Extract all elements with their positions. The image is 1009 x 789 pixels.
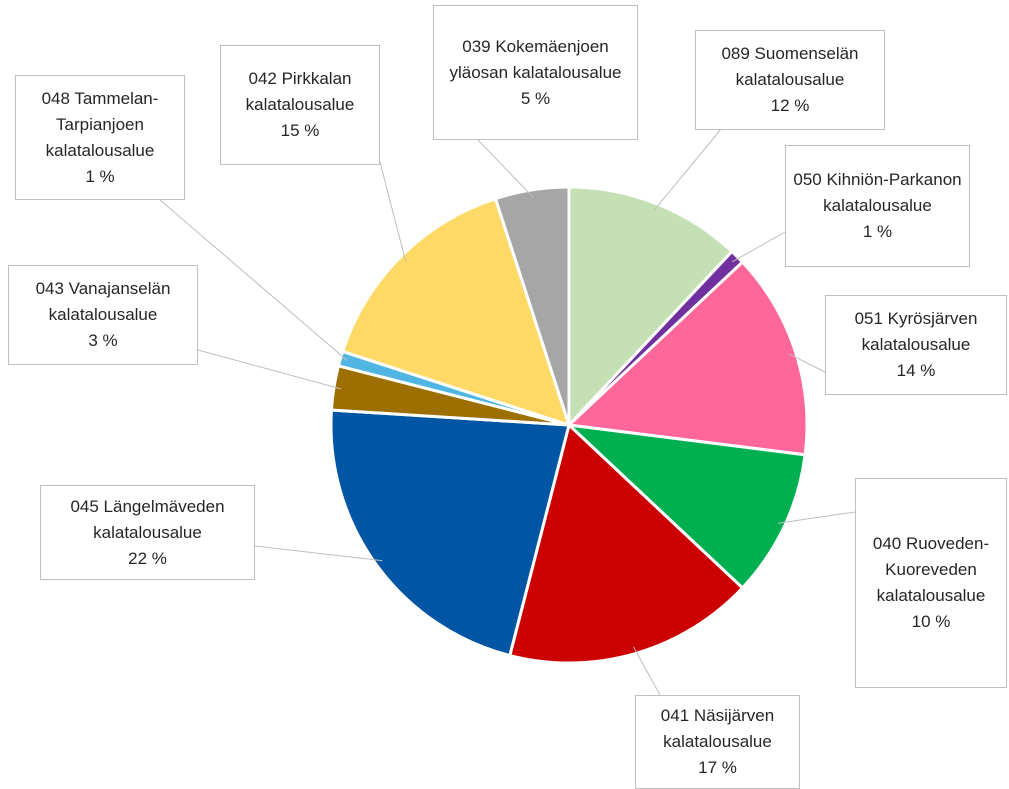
label-name: 051 Kyrösjärven kalatalousalue bbox=[854, 309, 978, 354]
pie-slice bbox=[564, 422, 807, 591]
label-name: 041 Näsijärven kalatalousalue bbox=[660, 706, 775, 751]
label-name: 045 Längelmäveden kalatalousalue bbox=[70, 496, 225, 542]
leader-line bbox=[379, 161, 407, 262]
label-value: 3 % bbox=[88, 331, 118, 350]
label-value: 10 % bbox=[911, 612, 951, 631]
label-name: 043 Vanajanselän kalatalousalue bbox=[35, 279, 171, 324]
data-label: 039 Kokemäenjoen yläosan kalatalousalue 5… bbox=[433, 5, 638, 140]
pie-slice bbox=[565, 259, 809, 457]
data-label: 051 Kyrösjärven kalatalousalue 14 % bbox=[825, 295, 1007, 395]
label-name: 039 Kokemäenjoen yläosan kalatalousalue bbox=[449, 36, 622, 82]
leader-line bbox=[159, 199, 348, 361]
pie-slice bbox=[507, 422, 745, 665]
label-value: 14 % bbox=[896, 361, 936, 380]
label-value: 1 % bbox=[862, 222, 893, 241]
leader-line bbox=[254, 545, 383, 562]
leader-line bbox=[731, 231, 786, 263]
label-value: 17 % bbox=[698, 758, 737, 777]
label-value: 15 % bbox=[280, 121, 320, 140]
data-label: 043 Vanajanselän kalatalousalue 3 % bbox=[8, 265, 198, 365]
leader-line bbox=[197, 349, 342, 390]
label-name: 042 Pirkkalan kalatalousalue bbox=[245, 69, 355, 114]
label-value: 1 % bbox=[85, 166, 115, 186]
leader-line bbox=[477, 139, 534, 198]
data-label: 045 Längelmäveden kalatalousalue 22 % bbox=[40, 485, 255, 580]
leader-line bbox=[632, 646, 661, 696]
data-label: 042 Pirkkalan kalatalousalue 15 % bbox=[220, 45, 380, 165]
leader-line bbox=[777, 511, 856, 524]
label-name: 040 Ruoveden-Kuoreveden kalatalousalue bbox=[872, 534, 990, 605]
label-value: 5 % bbox=[520, 88, 551, 108]
label-name: 050 Kihniön-Parkanon kalatalousalue bbox=[793, 170, 962, 215]
data-label: 050 Kihniön-Parkanon kalatalousalue 1 % bbox=[785, 145, 970, 267]
label-name: 089 Suomenselän kalatalousalue bbox=[721, 44, 859, 89]
leader-line bbox=[788, 353, 826, 373]
data-label: 040 Ruoveden-Kuoreveden kalatalousalue 10… bbox=[855, 478, 1007, 688]
pie-slice bbox=[567, 185, 735, 429]
leader-line bbox=[653, 127, 723, 211]
pie-slice bbox=[493, 185, 571, 426]
label-value: 12 % bbox=[770, 96, 810, 115]
data-label: 048 Tammelan-Tarpianjoen kalatalousalue 1… bbox=[15, 75, 185, 200]
data-label: 041 Näsijärven kalatalousalue 17 % bbox=[635, 695, 800, 789]
pie-slice bbox=[329, 408, 571, 658]
label-value: 22 % bbox=[128, 548, 167, 568]
data-label: 089 Suomenselän kalatalousalue 12 % bbox=[695, 30, 885, 130]
label-name: 048 Tammelan-Tarpianjoen kalatalousalue bbox=[41, 88, 159, 160]
